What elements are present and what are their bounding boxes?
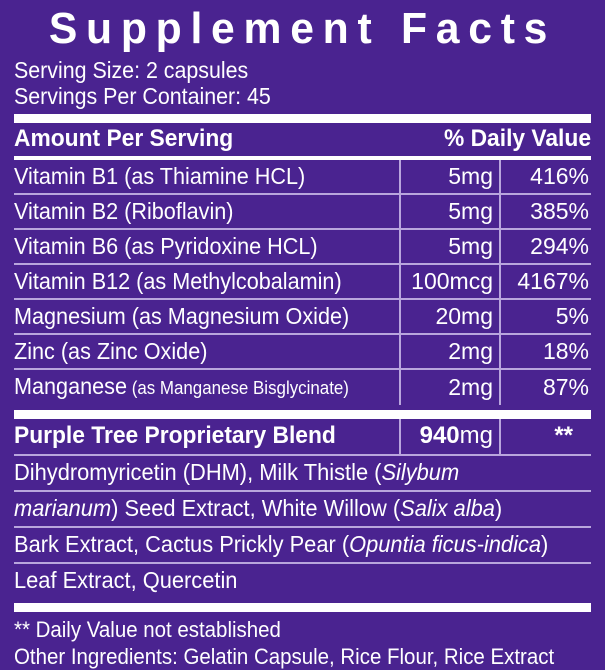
nutrient-amount: 5mg bbox=[399, 230, 500, 263]
row-separator bbox=[14, 298, 591, 300]
nutrient-rows-body: Vitamin B1 (as Thiamine HCL) 5mg 416% Vitam… bbox=[14, 160, 591, 405]
divider-top bbox=[14, 114, 591, 123]
table-row: Magnesium (as Magnesium Oxide) 20mg 5% bbox=[14, 300, 591, 333]
page-title: Supplement Facts bbox=[48, 4, 557, 53]
nutrient-name: Zinc (as Zinc Oxide) bbox=[14, 338, 208, 364]
nutrient-amount: 100mcg bbox=[399, 265, 500, 298]
ingredient-line-separator bbox=[14, 490, 591, 492]
nutrient-daily-value: 4167% bbox=[499, 265, 591, 298]
row-separator bbox=[14, 193, 591, 195]
other-ingredients: Other Ingredients: Gelatin Capsule, Rice… bbox=[14, 644, 555, 669]
row-separator bbox=[14, 263, 591, 265]
serving-size: Serving Size: 2 capsules bbox=[14, 57, 249, 83]
nutrient-name: Vitamin B2 (Riboflavin) bbox=[14, 198, 234, 224]
serving-info: Serving Size: 2 capsules Servings Per Co… bbox=[14, 57, 591, 109]
footer-notes: ** Daily Value not established Other Ing… bbox=[14, 612, 591, 670]
nutrient-name: Vitamin B1 (as Thiamine HCL) bbox=[14, 163, 306, 189]
table-row: Vitamin B6 (as Pyridoxine HCL) 5mg 294% bbox=[14, 230, 591, 263]
ingredient-line-separator bbox=[14, 526, 591, 528]
table-row: Manganese (as Manganese Bisglycinate) 2mg… bbox=[14, 370, 591, 405]
row-separator-line bbox=[14, 298, 591, 300]
nutrient-daily-value: 5% bbox=[499, 300, 591, 333]
row-separator-line bbox=[14, 193, 591, 195]
row-separator-line bbox=[14, 333, 591, 335]
row-separator-line bbox=[14, 228, 591, 230]
nutrient-daily-value: 385% bbox=[499, 195, 591, 228]
row-separator bbox=[14, 368, 591, 370]
blend-amount: 940mg bbox=[399, 419, 500, 454]
nutrient-amount: 5mg bbox=[399, 160, 500, 193]
table-header-row: Amount Per Serving % Daily Value bbox=[14, 123, 591, 156]
row-separator bbox=[14, 228, 591, 230]
blend-amount-unit: mg bbox=[459, 422, 493, 449]
header-amount-per-serving: Amount Per Serving bbox=[14, 125, 234, 152]
ingredient-line: Leaf Extract, Quercetin bbox=[14, 567, 238, 593]
ingredient-line: marianum) Seed Extract, White Willow (Sa… bbox=[14, 495, 503, 521]
nutrient-name: Magnesium (as Magnesium Oxide) bbox=[14, 303, 350, 329]
blend-header-row: Purple Tree Proprietary Blend 940mg ** bbox=[14, 419, 591, 454]
table-row: Vitamin B2 (Riboflavin) 5mg 385% bbox=[14, 195, 591, 228]
daily-value-footnote: ** Daily Value not established bbox=[14, 617, 281, 642]
blend-name: Purple Tree Proprietary Blend bbox=[14, 422, 336, 449]
nutrient-name: Vitamin B6 (as Pyridoxine HCL) bbox=[14, 233, 318, 259]
servings-per-container: Servings Per Container: 45 bbox=[14, 83, 271, 109]
nutrient-name: Manganese (as Manganese Bisglycinate) bbox=[14, 373, 349, 399]
divider-under-header bbox=[14, 156, 591, 160]
nutrient-amount: 5mg bbox=[399, 195, 500, 228]
supplement-facts-panel: Supplement Facts Serving Size: 2 capsule… bbox=[14, 4, 591, 669]
table-row: Vitamin B12 (as Methylcobalamin) 100mcg 41… bbox=[14, 265, 591, 298]
blend-ingredient-list: Dihydromyricetin (DHM), Milk Thistle (Si… bbox=[14, 456, 591, 598]
nutrient-daily-value: 87% bbox=[499, 370, 591, 405]
blend-daily-value: ** bbox=[499, 419, 591, 454]
nutrient-rows-table: Vitamin B1 (as Thiamine HCL) 5mg 416% Vitam… bbox=[14, 160, 591, 405]
divider-under-blend-header bbox=[14, 454, 591, 456]
row-separator-line bbox=[14, 368, 591, 370]
nutrient-daily-value: 18% bbox=[499, 335, 591, 368]
table-row: Vitamin B1 (as Thiamine HCL) 5mg 416% bbox=[14, 160, 591, 193]
nutrient-name: Vitamin B12 (as Methylcobalamin) bbox=[14, 268, 342, 294]
nutrient-amount: 2mg bbox=[399, 335, 500, 368]
blend-table: Purple Tree Proprietary Blend 940mg ** bbox=[14, 419, 591, 454]
nutrient-daily-value: 294% bbox=[499, 230, 591, 263]
divider-before-blend bbox=[14, 410, 591, 419]
blend-amount-value: 940 bbox=[419, 422, 460, 449]
table-header-group: Amount Per Serving % Daily Value bbox=[14, 123, 591, 156]
ingredient-line: Bark Extract, Cactus Prickly Pear (Opunt… bbox=[14, 531, 549, 557]
nutrient-source: (as Manganese Bisglycinate) bbox=[126, 378, 349, 398]
nutrient-daily-value: 416% bbox=[499, 160, 591, 193]
divider-before-footer bbox=[14, 603, 591, 612]
ingredient-line-separator bbox=[14, 562, 591, 564]
table-row: Zinc (as Zinc Oxide) 2mg 18% bbox=[14, 335, 591, 368]
nutrition-table: Amount Per Serving % Daily Value bbox=[14, 123, 591, 156]
nutrient-amount: 2mg bbox=[399, 370, 500, 405]
nutrient-amount: 20mg bbox=[399, 300, 500, 333]
ingredient-line: Dihydromyricetin (DHM), Milk Thistle (Si… bbox=[14, 459, 460, 485]
row-separator bbox=[14, 333, 591, 335]
row-separator-line bbox=[14, 263, 591, 265]
header-daily-value: % Daily Value bbox=[443, 125, 591, 152]
